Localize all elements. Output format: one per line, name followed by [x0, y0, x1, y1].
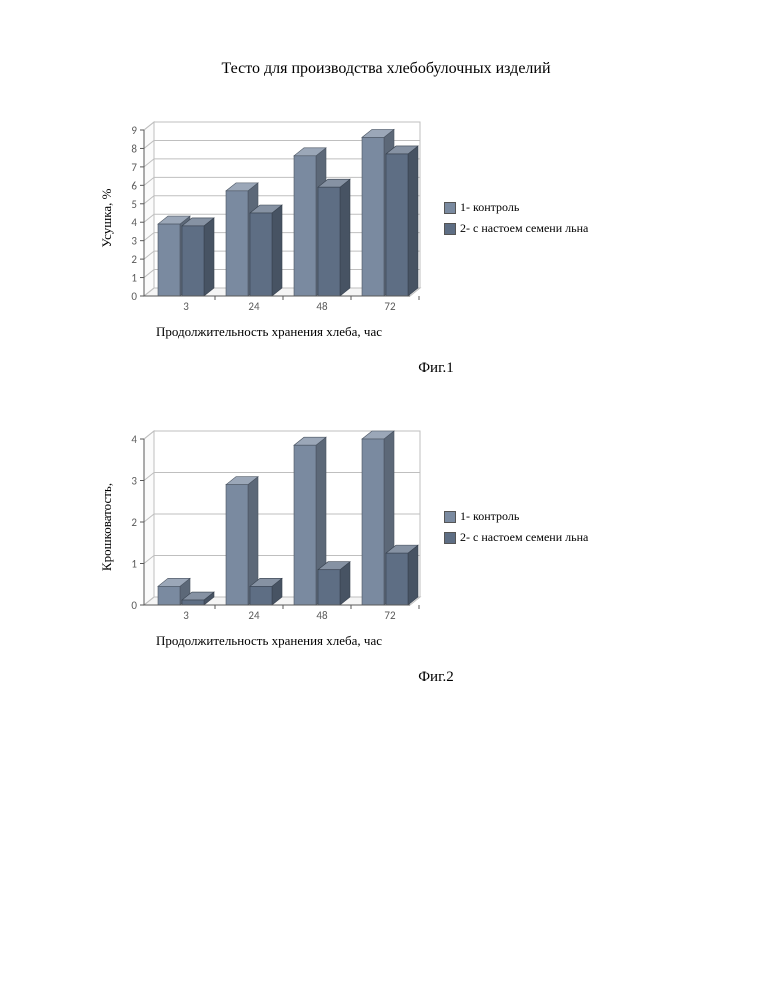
chart-1-block: Усушка, % 01234567893244872 Продолжитель… [100, 118, 772, 377]
legend-swatch-icon [444, 202, 456, 214]
legend-item: 1- контроль [444, 509, 588, 524]
legend-swatch-icon [444, 532, 456, 544]
svg-text:5: 5 [131, 198, 137, 211]
chart-2-block: Крошковатость, 012343244872 Продолжитель… [100, 427, 772, 686]
svg-text:72: 72 [384, 609, 396, 622]
svg-text:3: 3 [131, 235, 137, 248]
svg-text:3: 3 [183, 609, 189, 622]
chart-1-caption: Фиг.1 [100, 360, 772, 377]
svg-text:4: 4 [131, 433, 137, 446]
svg-text:0: 0 [131, 290, 137, 303]
legend-item: 1- контроль [444, 200, 588, 215]
legend-swatch-icon [444, 511, 456, 523]
svg-text:2: 2 [131, 253, 137, 266]
svg-text:72: 72 [384, 300, 396, 313]
svg-text:3: 3 [131, 475, 137, 488]
page: Тесто для производства хлебобулочных изд… [0, 0, 772, 999]
svg-text:24: 24 [248, 609, 260, 622]
svg-text:48: 48 [316, 609, 328, 622]
legend-item: 2- с настоем семени льна [444, 221, 588, 236]
chart-1-legend: 1- контроль 2- с настоем семени льна [444, 118, 588, 318]
legend-label: 1- контроль [460, 200, 519, 215]
svg-text:0: 0 [131, 599, 137, 612]
chart-1-xlabel: Продолжительность хранения хлеба, час [156, 324, 382, 340]
chart-2-caption: Фиг.2 [100, 669, 772, 686]
chart-1-plot: 0 1 2 3 4 5 6 7 8 9 3 24 48 72 [114, 118, 424, 318]
chart-2-xlabel: Продолжительность хранения хлеба, час [156, 633, 382, 649]
svg-text:1: 1 [131, 558, 137, 571]
svg-text:3: 3 [183, 300, 189, 313]
svg-text:8: 8 [131, 142, 137, 155]
chart-2-legend: 1- контроль 2- с настоем семени льна [444, 427, 588, 627]
legend-label: 2- с настоем семени льна [460, 221, 588, 236]
legend-item: 2- с настоем семени льна [444, 530, 588, 545]
svg-text:6: 6 [131, 179, 137, 192]
legend-label: 2- с настоем семени льна [460, 530, 588, 545]
legend-label: 1- контроль [460, 509, 519, 524]
svg-text:2: 2 [131, 516, 137, 529]
svg-text:48: 48 [316, 300, 328, 313]
svg-text:4: 4 [131, 216, 137, 229]
svg-text:1: 1 [131, 272, 137, 285]
svg-text:24: 24 [248, 300, 260, 313]
svg-text:7: 7 [131, 161, 137, 174]
legend-swatch-icon [444, 223, 456, 235]
page-title: Тесто для производства хлебобулочных изд… [0, 60, 772, 78]
chart-2-plot: 0 1 2 3 4 3 24 48 72 [114, 427, 424, 627]
svg-text:9: 9 [131, 124, 137, 137]
